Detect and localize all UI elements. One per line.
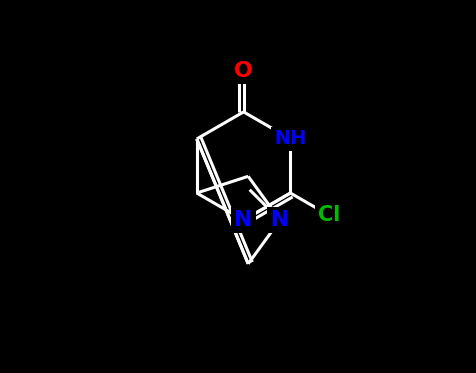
Text: N: N [234, 210, 253, 230]
Text: N: N [271, 210, 289, 230]
Text: O: O [234, 61, 253, 81]
Text: NH: NH [274, 129, 307, 148]
Text: Cl: Cl [318, 206, 340, 225]
